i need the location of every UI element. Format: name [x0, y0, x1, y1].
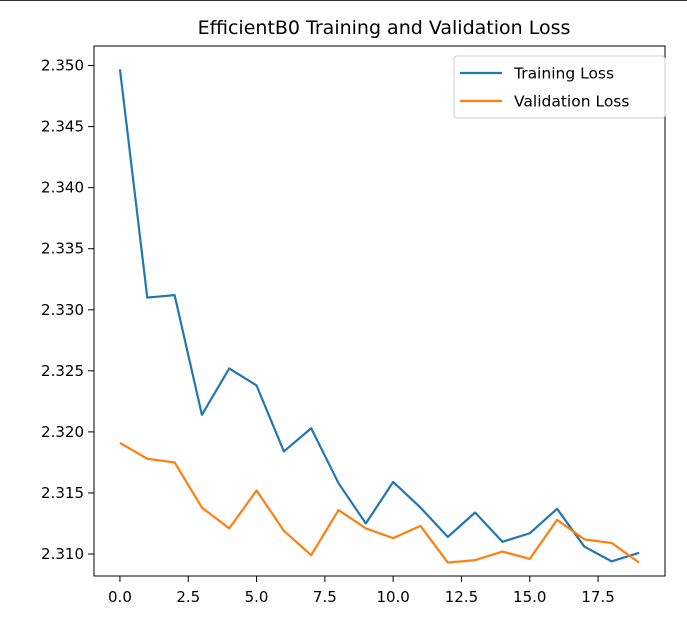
legend-label: Validation Loss — [514, 93, 629, 111]
y-tick-label: 2.350 — [41, 57, 84, 75]
plot-frame — [93, 45, 666, 577]
x-tick-label: 17.5 — [581, 588, 614, 606]
y-axis: 2.310 2.315 2.320 2.325 2.330 2.335 2.340 2.345… — [41, 57, 94, 563]
x-axis: 0.0 2.5 5.0 7.5 10.0 12.5 15.0 17.5 — [108, 576, 615, 606]
x-tick-label: 15.0 — [513, 588, 546, 606]
y-tick-label: 2.340 — [41, 179, 84, 197]
legend-label: Training Loss — [513, 65, 614, 83]
chart-title: EfficientB0 Training and Validation Loss — [198, 17, 571, 39]
x-tick-label: 10.0 — [376, 588, 409, 606]
series-line-validation-loss — [119, 441, 640, 564]
y-tick-label: 2.310 — [41, 545, 84, 563]
y-tick-label: 2.315 — [41, 484, 84, 502]
x-tick-label: 2.5 — [176, 588, 200, 606]
x-tick-label: 12.5 — [445, 588, 478, 606]
x-tick-label: 5.0 — [245, 588, 269, 606]
y-tick-label: 2.330 — [41, 301, 84, 319]
series-layer — [118, 69, 640, 564]
y-tick-label: 2.345 — [41, 118, 84, 136]
y-tick-label: 2.325 — [41, 362, 84, 380]
legend-box — [453, 55, 666, 119]
series-line-training-loss — [118, 69, 640, 563]
x-tick-label: 0.0 — [108, 588, 132, 606]
top-border-line — [0, 0, 687, 1]
y-tick-label: 2.335 — [41, 240, 84, 258]
legend: Training Loss Validation Loss — [453, 55, 666, 119]
y-tick-label: 2.320 — [41, 423, 84, 441]
x-tick-label: 7.5 — [313, 588, 337, 606]
